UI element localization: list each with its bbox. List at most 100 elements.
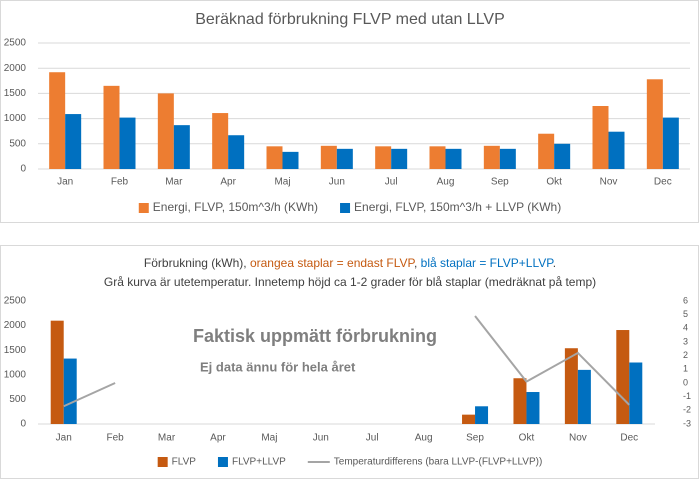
- bar: [336, 148, 353, 169]
- y-tick-label: 1000: [4, 113, 27, 124]
- x-tick-label: Mar: [158, 433, 176, 444]
- y-tick-label: 1500: [4, 345, 27, 356]
- x-tick-label: Jul: [385, 177, 398, 188]
- x-tick-label: Nov: [600, 177, 618, 188]
- bar: [173, 125, 190, 169]
- x-tick-label: Nov: [569, 433, 587, 444]
- y-tick-label: 2000: [4, 63, 27, 74]
- y-tick-label: 500: [9, 138, 26, 149]
- chart-frame: [0, 245, 699, 479]
- y2-tick-label: 0: [683, 377, 688, 387]
- bar: [462, 414, 476, 424]
- bar: [592, 106, 609, 169]
- bar: [445, 148, 462, 169]
- bar: [320, 145, 337, 169]
- bar: [616, 330, 630, 424]
- bar: [157, 93, 174, 169]
- chart-title: Förbrukning (kWh), orangea staplar = end…: [144, 256, 556, 270]
- y2-tick-label: 1: [683, 364, 688, 374]
- bar: [228, 135, 245, 169]
- bar: [49, 72, 66, 169]
- bar: [554, 143, 571, 169]
- x-tick-label: Jul: [366, 433, 379, 444]
- title-part: .: [553, 256, 556, 270]
- bar: [63, 358, 77, 424]
- x-tick-label: Jun: [313, 433, 329, 444]
- bar: [65, 114, 82, 169]
- legend-swatch: [217, 457, 228, 467]
- legend-swatch: [157, 457, 168, 467]
- line: [63, 315, 631, 408]
- bar: [266, 146, 283, 169]
- bar: [429, 146, 446, 169]
- x-tick-label: Feb: [111, 177, 129, 188]
- y2-tick-label: 2: [683, 350, 688, 360]
- legend-label: Temperaturdifferens (bara LLVP-(FLVP+LLV…: [334, 457, 543, 468]
- chart-title: Beräknad förbrukning FLVP med utan LLVP: [195, 11, 505, 28]
- y-tick-label: 2000: [4, 320, 27, 331]
- x-tick-label: Dec: [654, 177, 672, 188]
- legend-label: FLVP: [172, 457, 197, 468]
- bar: [50, 320, 64, 424]
- bar: [646, 79, 663, 169]
- bar: [577, 369, 591, 424]
- bar: [564, 348, 578, 424]
- title-part: ,: [414, 256, 421, 270]
- bar: [282, 151, 299, 169]
- x-tick-label: Okt: [546, 177, 562, 188]
- x-tick-label: Dec: [620, 433, 638, 444]
- y-tick-label: 2500: [4, 38, 27, 49]
- bar: [391, 148, 408, 169]
- x-tick-label: Okt: [519, 433, 535, 444]
- y2-tick-label: 5: [683, 309, 688, 319]
- bar: [103, 85, 120, 169]
- y-tick-label: 500: [9, 394, 26, 405]
- bar: [526, 392, 540, 424]
- y2-tick-label: -2: [683, 405, 691, 415]
- annotation: Faktisk uppmätt förbrukning: [193, 326, 437, 346]
- bar: [375, 146, 392, 169]
- title-part: blå staplar = FLVP+LLVP: [421, 256, 555, 270]
- bar: [513, 378, 527, 424]
- bar: [499, 148, 516, 169]
- y-tick-label: 1500: [4, 88, 27, 99]
- y2-tick-label: 4: [683, 323, 688, 333]
- legend: FLVP FLVP+LLVP Temperaturdifferens (bara L…: [157, 457, 543, 468]
- title-part: Förbrukning (kWh),: [144, 256, 250, 270]
- bar: [608, 131, 625, 169]
- annotation: Ej data ännu för hela året: [200, 359, 356, 374]
- bar: [538, 133, 555, 169]
- bar: [212, 113, 229, 169]
- bar: [119, 117, 136, 169]
- y-tick-label: 1000: [4, 369, 27, 380]
- title-part: orangea staplar = endast FLVP: [250, 256, 416, 270]
- x-tick-label: Sep: [491, 177, 509, 188]
- legend-label: FLVP+LLVP: [232, 457, 286, 468]
- bar: [662, 117, 679, 169]
- bar: [629, 362, 643, 424]
- y2-tick-label: -3: [683, 418, 691, 428]
- x-tick-label: Sep: [466, 433, 484, 444]
- x-tick-label: Maj: [261, 433, 277, 444]
- x-tick-label: Maj: [274, 177, 290, 188]
- x-tick-label: Apr: [210, 433, 226, 444]
- y2-tick-label: 6: [683, 295, 688, 305]
- legend-swatch: [138, 203, 149, 213]
- x-tick-label: Jan: [56, 433, 72, 444]
- x-tick-label: Mar: [165, 177, 183, 188]
- legend-label: Energi, FLVP, 150m^3/h + LLVP (KWh): [354, 200, 561, 214]
- x-tick-label: Jan: [57, 177, 73, 188]
- y-tick-label: 0: [20, 419, 26, 430]
- x-tick-label: Aug: [415, 433, 433, 444]
- y2-tick-label: -1: [683, 391, 691, 401]
- x-tick-label: Aug: [437, 177, 455, 188]
- legend-label: Energi, FLVP, 150m^3/h (KWh): [153, 200, 318, 214]
- y-tick-label: 0: [20, 164, 26, 175]
- bar: [483, 145, 500, 169]
- x-tick-label: Feb: [107, 433, 125, 444]
- legend: Energi, FLVP, 150m^3/h (KWh) Energi, FLVP…: [138, 200, 561, 214]
- bar: [475, 406, 489, 424]
- x-tick-label: Jun: [329, 177, 345, 188]
- legend-swatch: [340, 203, 351, 213]
